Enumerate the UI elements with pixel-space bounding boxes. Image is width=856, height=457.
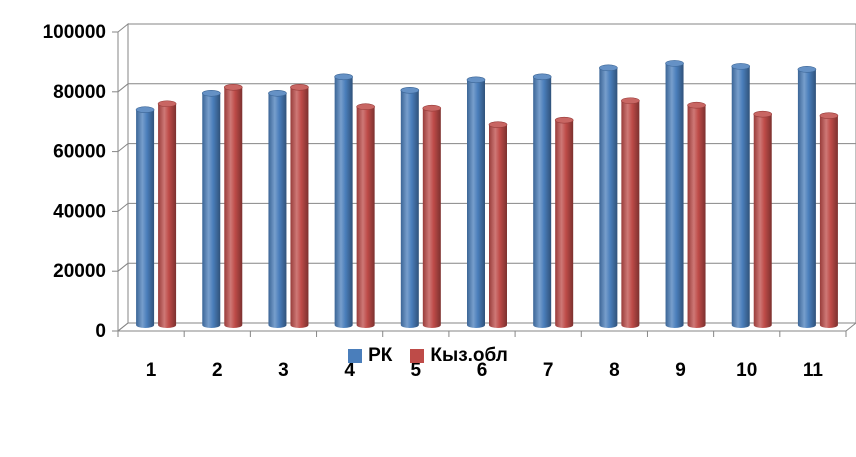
- bar-top: [422, 104, 442, 112]
- x-tick-label: 5: [411, 360, 422, 381]
- x-tick-label: 9: [675, 360, 686, 381]
- legend: РК Кыз.обл: [0, 341, 856, 371]
- bar-body: [555, 120, 574, 328]
- gridline-side: [117, 262, 129, 272]
- bar: [731, 63, 751, 329]
- x-tick-label: 2: [212, 360, 223, 381]
- bar-body: [467, 79, 485, 328]
- bar-top: [290, 83, 309, 91]
- bar-body: [158, 103, 177, 329]
- legend-item-kyz: Кыз.обл: [410, 345, 508, 367]
- bar-top: [731, 63, 751, 70]
- bar: [687, 101, 706, 328]
- y-tick-label: 60000: [53, 142, 106, 163]
- bar-body: [731, 66, 750, 329]
- bar: [599, 64, 618, 329]
- bar-top: [599, 64, 618, 72]
- bar: [290, 83, 309, 328]
- bar-top: [819, 112, 839, 119]
- bar-top: [268, 89, 287, 97]
- bar-body: [489, 124, 507, 328]
- bar: [157, 100, 177, 329]
- bar-body: [356, 106, 375, 328]
- bar: [819, 112, 839, 328]
- bar-top: [466, 76, 486, 84]
- bar: [665, 60, 684, 328]
- bar-body: [224, 87, 243, 328]
- bar-top: [687, 101, 706, 109]
- legend-label-rk: РК: [368, 345, 393, 366]
- y-tick-label: 20000: [53, 261, 106, 282]
- bar-body: [797, 69, 816, 328]
- bar-top: [532, 73, 552, 81]
- bar-body: [753, 114, 772, 328]
- y-tick-label: 80000: [53, 82, 106, 103]
- bar: [554, 116, 574, 328]
- gridline-side: [117, 203, 129, 212]
- x-tick-label: 10: [736, 360, 757, 381]
- bar-body: [819, 115, 838, 328]
- bar-top: [201, 89, 221, 97]
- bar-body: [400, 90, 419, 328]
- gridline-side: [117, 83, 129, 93]
- bar-top: [488, 121, 508, 128]
- bar: [422, 104, 442, 328]
- bar-top: [621, 97, 640, 105]
- x-tick-label: 6: [477, 360, 488, 381]
- bar: [356, 103, 375, 328]
- bar-body: [268, 93, 287, 329]
- x-tick-label: 7: [543, 360, 554, 381]
- bar-top: [135, 106, 155, 114]
- legend-item-rk: РК: [348, 345, 392, 367]
- bar: [797, 66, 817, 328]
- bar: [400, 86, 420, 328]
- x-tick-label: 1: [146, 360, 157, 381]
- floor: [116, 322, 856, 332]
- bar-body: [422, 108, 441, 328]
- bar-top: [665, 60, 684, 67]
- bar-top: [223, 83, 243, 91]
- x-tick-label: 4: [344, 360, 355, 381]
- y-tick-label: 40000: [53, 201, 106, 222]
- bar: [135, 106, 155, 328]
- y-tick-label: 100000: [43, 22, 106, 43]
- legend-label-kyz: Кыз.обл: [430, 345, 508, 366]
- bar-top: [334, 73, 353, 81]
- bar: [621, 97, 640, 328]
- bar-body: [202, 93, 221, 329]
- x-tick-label: 11: [803, 360, 824, 381]
- bar: [753, 110, 773, 328]
- x-tick-label: 8: [609, 360, 620, 381]
- bar-top: [753, 110, 773, 118]
- bar-body: [334, 76, 353, 328]
- y-tick-label: 0: [95, 321, 106, 342]
- bar-top: [356, 103, 375, 111]
- bar: [334, 73, 353, 328]
- bar: [488, 121, 508, 328]
- bar-top: [400, 86, 420, 94]
- side-wall: [117, 22, 129, 333]
- bar-body: [533, 76, 552, 328]
- x-tick-label: 3: [278, 360, 289, 381]
- bar-top: [554, 116, 574, 124]
- bar-body: [290, 87, 309, 328]
- bar-top: [157, 100, 177, 108]
- bar: [223, 83, 243, 328]
- bar-body: [621, 100, 640, 328]
- bar-body: [136, 109, 155, 328]
- bar: [268, 89, 287, 329]
- bar-body: [665, 63, 684, 328]
- bar-body: [599, 67, 618, 329]
- bar: [201, 89, 221, 329]
- legend-swatch-kyz: [410, 349, 425, 363]
- bar: [466, 76, 486, 328]
- gridline-side: [117, 143, 129, 152]
- bar-top: [797, 66, 817, 73]
- legend-swatch-rk: [348, 349, 363, 363]
- bar: [532, 73, 552, 328]
- bar-body: [687, 105, 706, 328]
